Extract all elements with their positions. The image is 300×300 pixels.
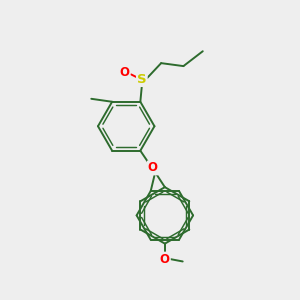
Text: O: O xyxy=(120,65,130,79)
Text: O: O xyxy=(160,253,170,266)
Text: S: S xyxy=(137,73,147,86)
Text: O: O xyxy=(148,161,158,174)
